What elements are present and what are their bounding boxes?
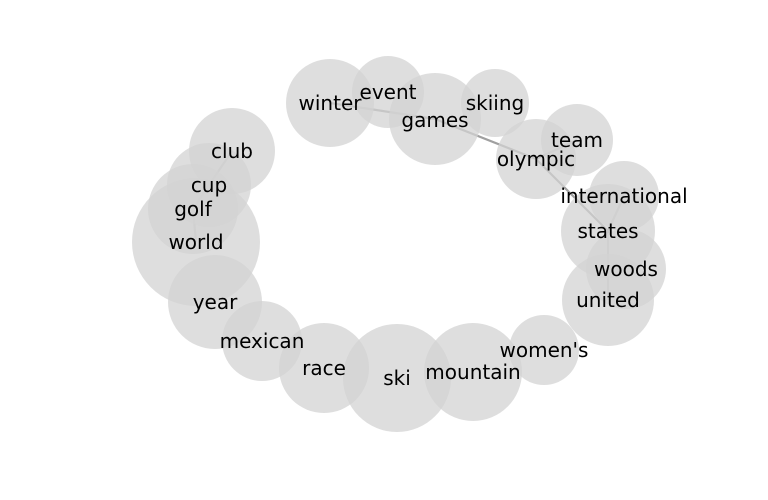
node-circle-united [562,254,654,346]
node-circle-ski [343,324,451,432]
node-circle-skiing [461,69,529,137]
node-label-golf: golf [174,197,212,221]
node-circle-layer [132,56,666,432]
node-label-skiing: skiing [466,91,525,115]
node-label-club: club [211,139,253,163]
node-label-womens: women's [500,338,589,362]
node-label-year: year [193,290,238,314]
node-label-mountain: mountain [425,360,520,384]
node-label-ski: ski [383,366,411,390]
node-circle-winter [286,59,374,147]
node-label-winter: winter [299,91,363,115]
node-label-world: world [168,230,223,254]
node-label-games: games [401,108,468,132]
node-circle-club [189,108,275,194]
node-label-united: united [576,288,640,312]
node-circle-mountain [424,323,522,421]
node-circle-womens [509,315,579,385]
node-label-olympic: olympic [497,147,575,171]
node-label-woods: woods [594,257,658,281]
node-label-event: event [360,80,417,104]
node-label-cup: cup [191,173,227,197]
node-label-mexican: mexican [220,329,305,353]
node-label-team: team [551,128,603,152]
node-circle-olympic [496,119,576,199]
node-label-states: states [577,219,638,243]
node-label-race: race [302,356,346,380]
node-circle-games [389,73,481,165]
node-label-international: international [560,184,687,208]
